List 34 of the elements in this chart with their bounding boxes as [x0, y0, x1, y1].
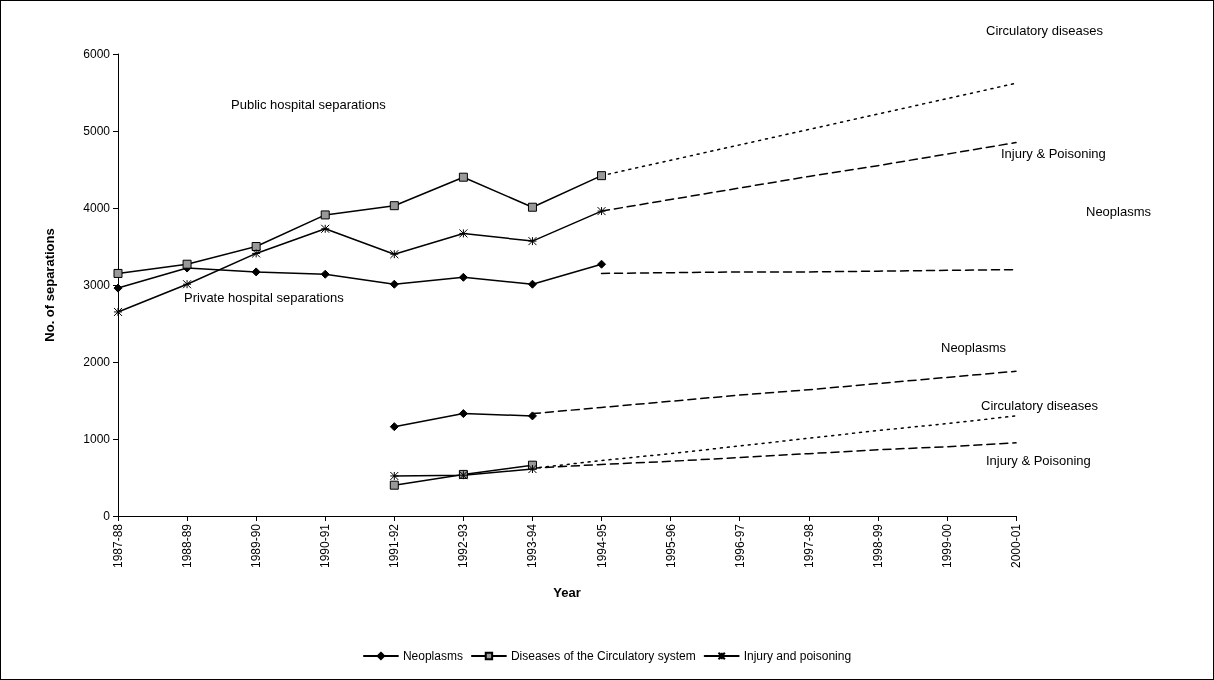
y-tick-label: 0 — [103, 509, 111, 523]
annotation: Neoplasms — [941, 340, 1007, 355]
legend-label: Diseases of the Circulatory system — [510, 649, 696, 663]
legend-label: Injury and poisoning — [743, 649, 852, 663]
x-tick-label: 1997-98 — [801, 523, 816, 569]
annotation: Circulatory diseases — [981, 398, 1099, 413]
x-tick-label: 1999-00 — [939, 523, 954, 569]
x-axis-title: Year — [553, 585, 581, 600]
x-tick-label: 1994-95 — [594, 523, 609, 569]
annotation: Private hospital separations — [184, 290, 345, 305]
x-tick-label: 1998-99 — [870, 523, 885, 569]
annotation: Injury & Poisoning — [1001, 146, 1106, 161]
y-tick-label: 6000 — [83, 47, 111, 61]
x-tick-label: 1990-91 — [318, 523, 333, 569]
x-tick-label: 1993-94 — [525, 523, 540, 569]
x-tick-label: 1995-96 — [663, 523, 678, 569]
x-tick-label: 1996-97 — [732, 523, 747, 569]
x-tick-label: 1988-89 — [180, 523, 195, 569]
annotation: Injury & Poisoning — [986, 453, 1091, 468]
x-tick-label: 1989-90 — [249, 523, 264, 569]
annotation: Public hospital separations — [231, 97, 387, 112]
text: Neoplasms — [1086, 204, 1152, 219]
y-tick-label: 5000 — [83, 124, 111, 138]
x-tick-label: 1991-92 — [387, 523, 402, 569]
x-tick-label: 1992-93 — [456, 523, 471, 569]
x-tick-label: 1987-88 — [111, 523, 125, 569]
y-tick-label: 2000 — [83, 355, 111, 369]
y-axis-title: No. of separations — [42, 228, 57, 342]
text: Circulatory diseases — [986, 23, 1104, 38]
y-tick-label: 3000 — [83, 278, 111, 292]
legend-label: Neoplasms — [402, 649, 463, 663]
y-tick-label: 1000 — [83, 432, 111, 446]
y-tick-label: 4000 — [83, 201, 111, 215]
x-tick-label: 2000-01 — [1009, 523, 1023, 569]
